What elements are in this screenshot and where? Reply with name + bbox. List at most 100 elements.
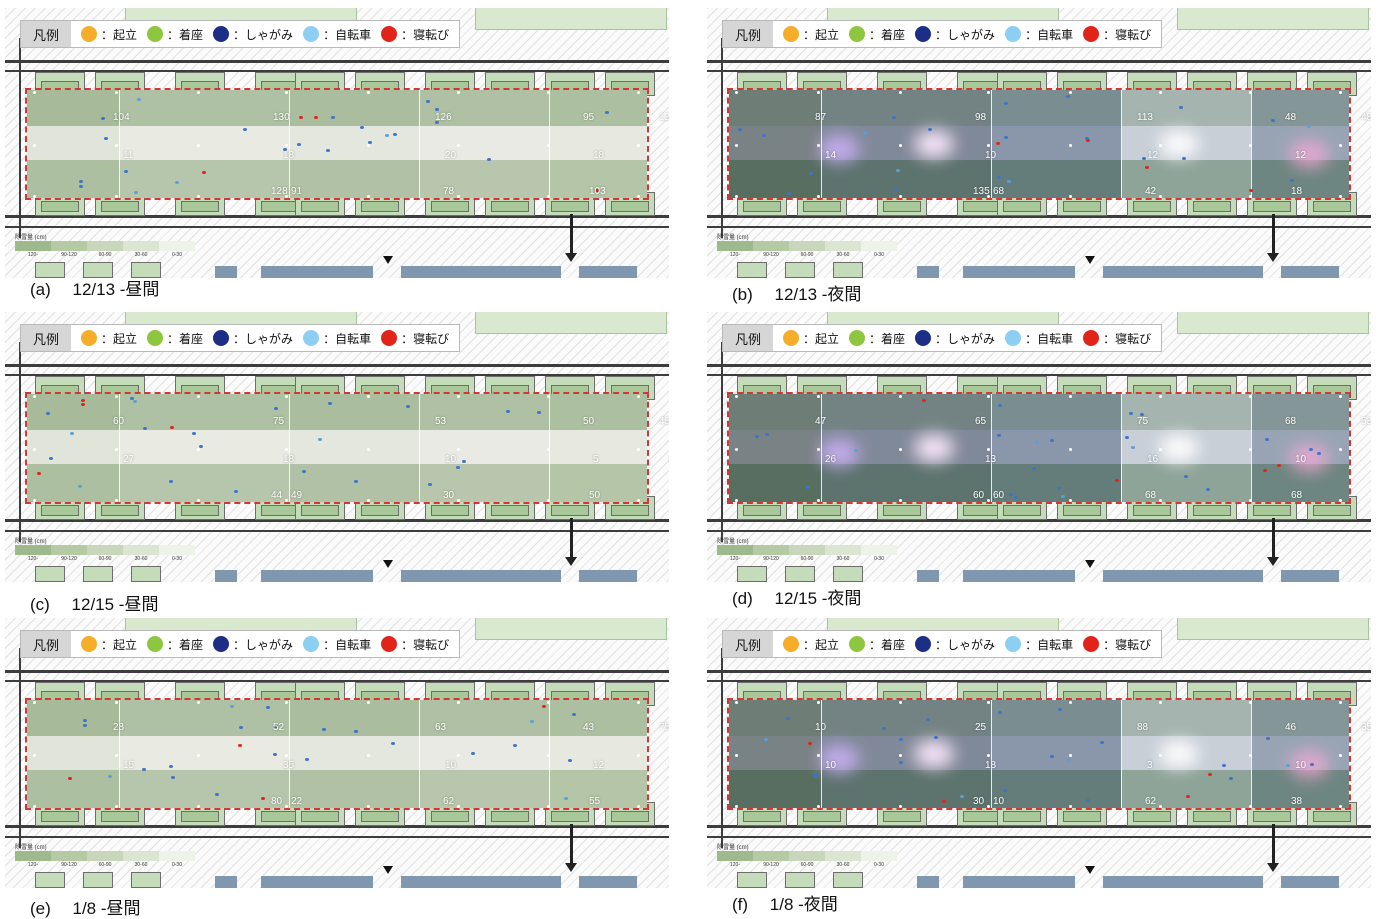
pedestrian-marker xyxy=(934,736,938,739)
planter-inner xyxy=(181,811,219,822)
building-footprint xyxy=(917,570,939,582)
pedestrian-marker xyxy=(1142,157,1146,160)
pedestrian-marker xyxy=(808,742,812,745)
scale-label: 90-120 xyxy=(763,862,779,868)
legend-item: ：着座 xyxy=(147,26,203,43)
scale-color-cell xyxy=(789,545,825,555)
snow-depth-value: 60 xyxy=(113,416,125,427)
legend-item: ：しゃがみ xyxy=(213,26,293,43)
snow-level-band xyxy=(729,160,1349,198)
pedestrian-marker xyxy=(101,117,105,120)
pedestrian-marker xyxy=(997,176,1001,179)
pedestrian-marker xyxy=(202,171,206,174)
control-point xyxy=(637,499,640,502)
snow-depth-value: 53 xyxy=(1361,416,1371,427)
rail-line xyxy=(707,60,1371,63)
legend-label: ：着座 xyxy=(869,637,906,652)
pedestrian-marker xyxy=(1100,741,1104,744)
green-area xyxy=(475,618,667,640)
segment-divider xyxy=(1121,90,1122,198)
building-footprint xyxy=(261,876,373,888)
rail-line xyxy=(5,60,669,63)
rail-line xyxy=(5,825,669,828)
legend-label: ：着座 xyxy=(869,331,906,346)
arrow-icon xyxy=(570,518,573,558)
pedestrian-marker xyxy=(1145,166,1149,169)
legend-label: ：着座 xyxy=(167,637,204,652)
planter-inner xyxy=(611,201,649,212)
panel-caption: (b) 12/13 -夜間 xyxy=(732,285,862,304)
control-point xyxy=(817,805,820,808)
legend-item: ：着座 xyxy=(849,330,905,347)
snow-removal-scale: 除雪量 (cm) 120- 90-120 60-90 30-60 0-30 xyxy=(15,842,195,868)
pedestrian-marker xyxy=(595,189,599,192)
snow-level-band xyxy=(729,464,1349,502)
pedestrian-marker xyxy=(605,111,609,114)
legend-dot-icon xyxy=(1083,330,1100,346)
pedestrian-marker xyxy=(314,116,318,119)
pedestrian-marker xyxy=(1057,487,1061,490)
legend-dot-icon xyxy=(147,636,164,652)
legend-item: ：寝転び xyxy=(381,26,449,43)
light-glow xyxy=(1289,140,1329,168)
legend-label: ：寝転び xyxy=(1103,637,1152,652)
control-point xyxy=(457,395,460,398)
building-footprint xyxy=(1281,876,1339,888)
scale-label: 120- xyxy=(729,556,740,562)
scale-color-cell xyxy=(51,241,87,251)
pedestrian-marker xyxy=(81,399,85,402)
rail-line xyxy=(707,530,1371,532)
pedestrian-marker xyxy=(1265,438,1269,441)
pedestrian-marker xyxy=(960,795,964,798)
pedestrian-marker xyxy=(892,116,896,119)
control-point xyxy=(637,91,640,94)
pedestrian-marker xyxy=(83,724,87,727)
planter-inner xyxy=(261,811,299,822)
planter-inner xyxy=(803,201,841,212)
legend-label: ：起立 xyxy=(101,331,138,346)
snow-depth-value: 50 xyxy=(589,490,601,501)
pedestrian-marker xyxy=(764,738,768,741)
snow-depth-value: 75 xyxy=(1137,416,1149,427)
control-point xyxy=(735,448,738,451)
pedestrian-marker xyxy=(487,158,491,161)
planter-inner xyxy=(41,201,79,212)
snow-depth-value: 27 xyxy=(123,454,135,465)
building-footprint xyxy=(917,876,939,888)
planter-inner xyxy=(1133,505,1171,516)
legend-dot-icon xyxy=(915,26,932,42)
snow-depth-value: 43 xyxy=(583,722,595,733)
control-point xyxy=(367,91,370,94)
rail-line xyxy=(707,374,1371,376)
snow-photo-strip xyxy=(27,394,647,502)
map-panel: 凡例 ：起立 ：着座 ：しゃがみ ：自転車 ：寝転び 47 65 75 68 53 26 13 16 10 1… xyxy=(707,312,1371,582)
pedestrian-marker xyxy=(471,752,475,755)
pedestrian-marker xyxy=(1066,95,1070,98)
snow-level-band xyxy=(729,770,1349,808)
legend-label: ：しゃがみ xyxy=(935,27,996,42)
planter-inner xyxy=(361,201,399,212)
green-area xyxy=(1177,8,1369,30)
control-point xyxy=(367,395,370,398)
scale-labels: 120- 90-120 60-90 30-60 0-30 xyxy=(717,556,897,562)
control-point xyxy=(735,195,738,198)
legend-label: ：起立 xyxy=(803,27,840,42)
pedestrian-marker xyxy=(385,134,389,137)
rail-line xyxy=(5,70,669,72)
triangle-marker-icon xyxy=(1085,256,1095,264)
pedestrian-marker xyxy=(143,427,147,430)
rail-line xyxy=(721,342,723,542)
snow-level-band xyxy=(729,700,1349,736)
legend-item: ：起立 xyxy=(81,330,137,347)
snow-depth-value: 50 xyxy=(583,416,595,427)
building-footprint xyxy=(401,570,561,582)
snow-depth-value: 135 xyxy=(973,186,990,197)
scale-label: 30-60 xyxy=(836,862,850,868)
control-point xyxy=(1159,701,1162,704)
pedestrian-marker xyxy=(462,460,466,463)
control-point xyxy=(1249,499,1252,502)
control-point xyxy=(457,805,460,808)
planter-inner xyxy=(963,201,1001,212)
planter-inner xyxy=(551,505,589,516)
legend-label: ：自転車 xyxy=(323,637,372,652)
